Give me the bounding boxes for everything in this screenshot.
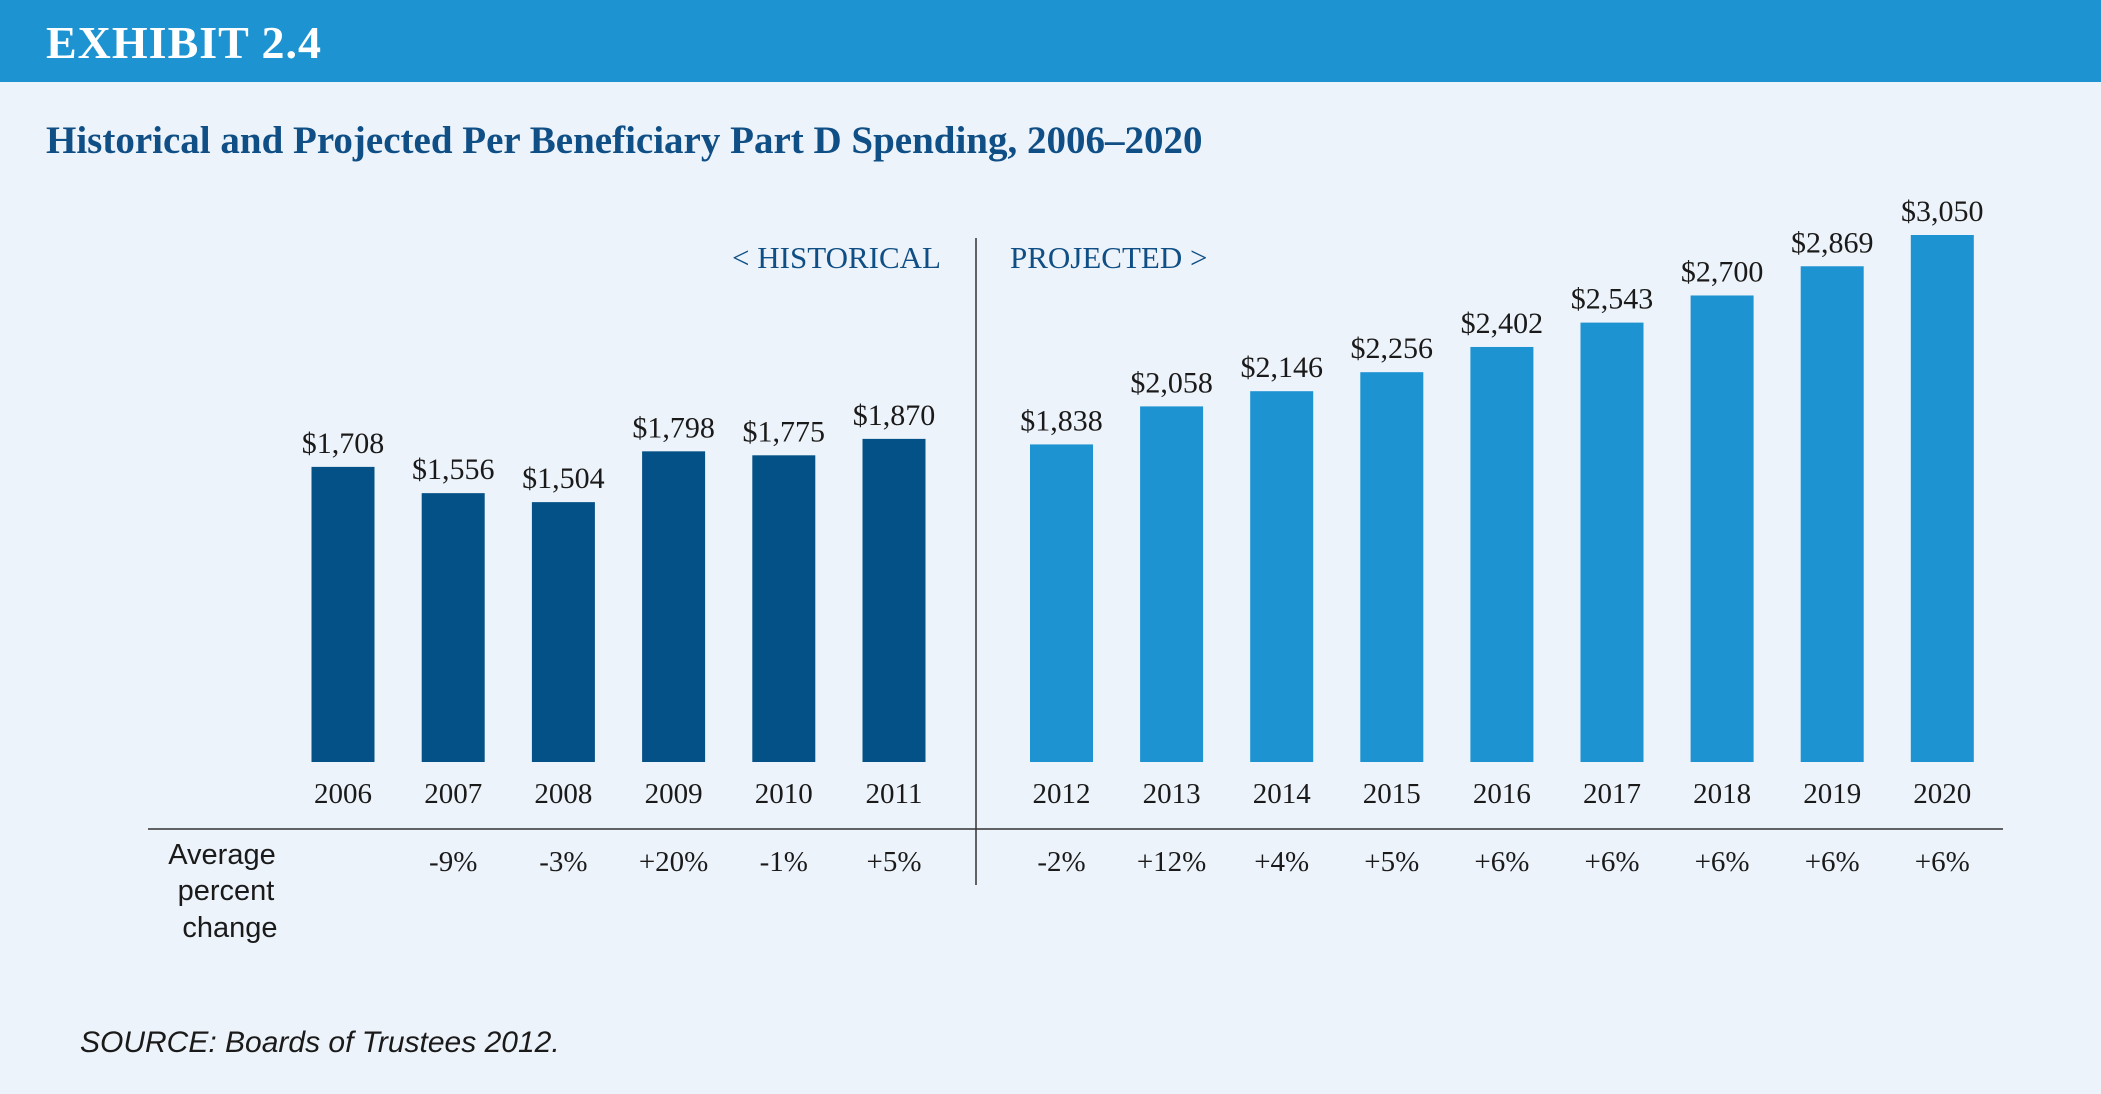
percent-change-2008: -3%	[539, 846, 587, 878]
percent-change-2010: -1%	[760, 846, 808, 878]
percent-change-2009: +20%	[639, 846, 709, 878]
bar-2012	[1030, 444, 1093, 762]
value-label-2007: $1,556	[412, 453, 495, 486]
chart-title: Historical and Projected Per Beneficiary…	[46, 119, 1203, 162]
percent-change-label: Average percent change	[168, 839, 284, 944]
value-label-2016: $2,402	[1461, 307, 1544, 340]
source-note: SOURCE: Boards of Trustees 2012.	[80, 1026, 560, 1059]
year-label-2006: 2006	[314, 778, 372, 810]
percent-change-2007: -9%	[429, 846, 477, 878]
projected-section-label: PROJECTED >	[1010, 240, 1207, 275]
bar-2013	[1140, 406, 1204, 762]
percent-change-2012: -2%	[1037, 846, 1085, 878]
year-label-2007: 2007	[424, 778, 482, 810]
value-label-2011: $1,870	[853, 399, 936, 432]
percent-change-2020: +6%	[1915, 846, 1970, 878]
value-label-2010: $1,775	[743, 415, 826, 448]
value-label-2012: $1,838	[1020, 404, 1103, 437]
bar-2014	[1250, 391, 1314, 762]
percent-change-2017: +6%	[1584, 846, 1639, 878]
percent-change-2019: +6%	[1805, 846, 1860, 878]
historical-section-label: < HISTORICAL	[732, 240, 941, 275]
year-label-2010: 2010	[755, 778, 813, 810]
bar-2020	[1910, 235, 1974, 762]
bars-group	[311, 235, 1974, 762]
value-label-2006: $1,708	[302, 427, 385, 460]
exhibit-header-bar: EXHIBIT 2.4	[0, 0, 2101, 82]
value-label-2014: $2,146	[1240, 351, 1323, 384]
percent-change-2013: +12%	[1137, 846, 1207, 878]
value-label-2008: $1,504	[522, 462, 605, 495]
value-label-2018: $2,700	[1681, 255, 1764, 288]
value-label-2019: $2,869	[1791, 226, 1874, 259]
bar-2006	[311, 466, 375, 762]
year-label-2011: 2011	[866, 778, 923, 810]
bar-2015	[1360, 372, 1424, 762]
bar-2017	[1580, 322, 1644, 762]
percent-change-group: -9% -3% +20% -1% +5% -2% +12% +4% +5% +6% +6% +6% +6…	[429, 846, 1970, 878]
bar-2010	[752, 455, 816, 762]
value-labels-group: $1,708 $1,556 $1,504 $1,798 $1,775 $1,870 $1,8…	[302, 195, 1984, 495]
year-label-2009: 2009	[645, 778, 703, 810]
year-label-2017: 2017	[1583, 778, 1641, 810]
value-label-2013: $2,058	[1130, 366, 1213, 399]
value-label-2009: $1,798	[632, 411, 715, 444]
bar-2016	[1470, 346, 1534, 762]
year-label-2020: 2020	[1913, 778, 1971, 810]
bar-2018	[1690, 295, 1754, 762]
bar-2009	[642, 451, 706, 762]
year-label-2012: 2012	[1033, 778, 1091, 810]
year-label-2013: 2013	[1143, 778, 1201, 810]
year-label-2018: 2018	[1693, 778, 1751, 810]
year-label-2016: 2016	[1473, 778, 1531, 810]
bar-2019	[1800, 266, 1864, 762]
year-labels-group: 2006 2007 2008 2009 2010 2011 2012 2013 2014 2015…	[314, 778, 1971, 810]
percent-change-2014: +4%	[1254, 846, 1309, 878]
bar-2008	[531, 502, 595, 762]
percent-change-2016: +6%	[1474, 846, 1529, 878]
value-label-2017: $2,543	[1571, 283, 1654, 316]
exhibit-label: EXHIBIT 2.4	[46, 17, 323, 68]
year-label-2014: 2014	[1253, 778, 1312, 810]
year-label-2008: 2008	[534, 778, 592, 810]
year-label-2019: 2019	[1803, 778, 1861, 810]
value-label-2015: $2,256	[1351, 332, 1434, 365]
bar-2007	[421, 493, 485, 762]
value-label-2020: $3,050	[1901, 195, 1984, 228]
percent-change-2018: +6%	[1695, 846, 1750, 878]
year-label-2015: 2015	[1363, 778, 1421, 810]
bar-2011	[862, 438, 926, 762]
percent-change-2011: +5%	[866, 846, 921, 878]
percent-change-2015: +5%	[1364, 846, 1419, 878]
